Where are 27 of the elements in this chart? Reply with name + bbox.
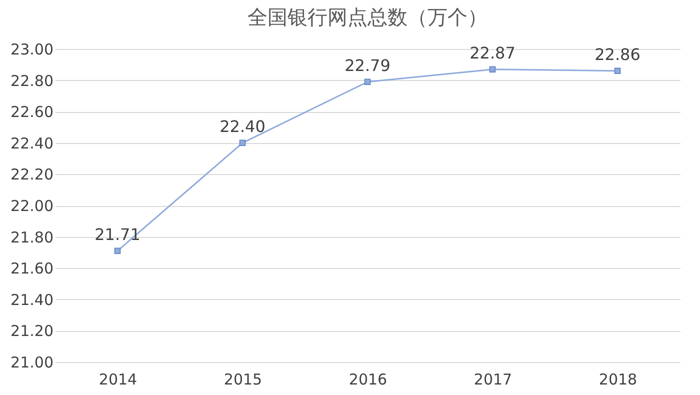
y-tick-label: 23.00 — [10, 40, 54, 58]
data-label: 22.79 — [344, 56, 390, 75]
y-tick-label: 22.20 — [10, 166, 54, 184]
x-tick-label: 2018 — [598, 370, 638, 388]
y-tick-label: 21.60 — [10, 260, 54, 278]
y-tick-label: 21.00 — [10, 354, 54, 372]
x-tick-label: 2017 — [474, 370, 512, 388]
data-label: 22.86 — [594, 44, 640, 64]
y-tick-label: 22.40 — [10, 134, 54, 152]
chart-title: 全国银行网点总数（万个） — [248, 5, 488, 29]
y-tick-label: 22.60 — [10, 103, 54, 122]
point — [239, 140, 246, 146]
x-tick-label: 2014 — [98, 370, 138, 388]
data-label: 21.71 — [94, 224, 140, 244]
y-tick-label: 21.80 — [10, 228, 54, 246]
x-tick-label: 2015 — [224, 370, 262, 388]
point — [364, 78, 371, 86]
point — [114, 248, 121, 254]
x-tick-label: 2016 — [348, 370, 388, 388]
y-tick-label: 22.80 — [10, 72, 54, 90]
data-label: 22.40 — [220, 116, 266, 136]
data-label: 22.87 — [470, 43, 516, 62]
point — [489, 66, 496, 72]
y-tick-label: 22.00 — [10, 197, 54, 215]
y-tick-label: 21.20 — [10, 322, 54, 340]
point — [614, 68, 621, 74]
y-tick-label: 21.40 — [10, 290, 54, 309]
